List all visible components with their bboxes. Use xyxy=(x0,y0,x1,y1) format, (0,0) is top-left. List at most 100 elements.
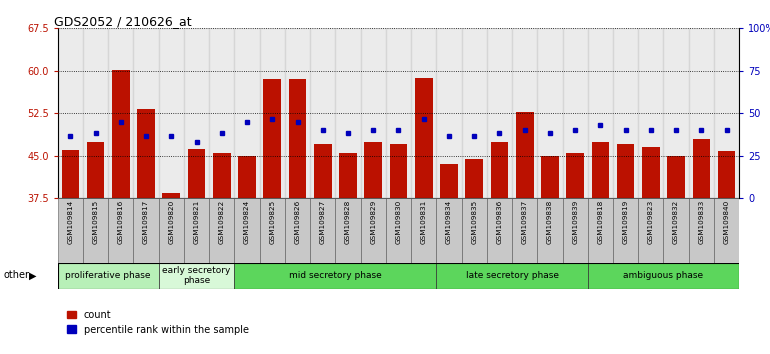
Text: GSM109824: GSM109824 xyxy=(244,200,250,245)
Bar xyxy=(83,28,109,198)
Text: GSM109823: GSM109823 xyxy=(648,200,654,245)
Text: GSM109821: GSM109821 xyxy=(193,200,199,245)
Bar xyxy=(588,198,613,264)
Text: early secretory
phase: early secretory phase xyxy=(162,266,231,285)
Text: GSM109820: GSM109820 xyxy=(169,200,174,245)
Bar xyxy=(109,28,133,198)
Text: GSM109819: GSM109819 xyxy=(623,200,628,245)
Bar xyxy=(360,198,386,264)
Text: GSM109831: GSM109831 xyxy=(420,200,427,245)
Bar xyxy=(184,198,209,264)
Bar xyxy=(83,198,109,264)
Bar xyxy=(263,79,281,198)
Bar xyxy=(537,28,563,198)
Bar xyxy=(692,139,710,198)
Bar xyxy=(109,198,133,264)
Bar xyxy=(411,28,437,198)
Bar xyxy=(310,28,336,198)
Bar xyxy=(289,79,306,198)
Bar xyxy=(512,28,537,198)
Bar xyxy=(516,112,534,198)
Bar xyxy=(58,28,83,198)
Bar xyxy=(415,78,433,198)
Bar xyxy=(159,198,184,264)
Bar xyxy=(58,198,83,264)
Bar xyxy=(512,198,537,264)
Bar xyxy=(58,263,159,289)
Bar xyxy=(437,198,461,264)
Bar xyxy=(613,198,638,264)
Text: GSM109826: GSM109826 xyxy=(294,200,300,245)
Bar xyxy=(87,142,105,198)
Bar xyxy=(664,198,688,264)
Text: proliferative phase: proliferative phase xyxy=(65,271,151,280)
Bar xyxy=(310,198,336,264)
Bar xyxy=(591,142,609,198)
Bar xyxy=(638,198,664,264)
Bar xyxy=(234,28,259,198)
Bar xyxy=(133,198,159,264)
Bar xyxy=(487,198,512,264)
Bar xyxy=(209,28,234,198)
Text: GDS2052 / 210626_at: GDS2052 / 210626_at xyxy=(55,15,192,28)
Bar xyxy=(617,144,634,198)
Bar xyxy=(259,28,285,198)
Text: GSM109816: GSM109816 xyxy=(118,200,124,245)
Bar xyxy=(234,198,259,264)
Text: GSM109837: GSM109837 xyxy=(521,200,527,245)
Bar xyxy=(285,198,310,264)
Text: GSM109840: GSM109840 xyxy=(724,200,730,245)
Bar xyxy=(360,28,386,198)
Bar xyxy=(714,28,739,198)
Text: GSM109818: GSM109818 xyxy=(598,200,604,245)
Text: GSM109815: GSM109815 xyxy=(92,200,99,245)
Bar xyxy=(437,263,588,289)
Bar xyxy=(162,193,180,198)
Text: mid secretory phase: mid secretory phase xyxy=(289,271,382,280)
Bar xyxy=(714,198,739,264)
Bar xyxy=(159,28,184,198)
Text: GSM109828: GSM109828 xyxy=(345,200,351,245)
Bar xyxy=(314,144,332,198)
Bar xyxy=(461,198,487,264)
Bar xyxy=(461,28,487,198)
Text: GSM109836: GSM109836 xyxy=(497,200,503,245)
Text: GSM109830: GSM109830 xyxy=(396,200,401,245)
Bar xyxy=(688,28,714,198)
Legend: count, percentile rank within the sample: count, percentile rank within the sample xyxy=(62,306,253,338)
Bar xyxy=(238,156,256,198)
Text: GSM109822: GSM109822 xyxy=(219,200,225,245)
Bar xyxy=(234,263,437,289)
Text: GSM109833: GSM109833 xyxy=(698,200,705,245)
Bar xyxy=(336,198,360,264)
Bar xyxy=(718,151,735,198)
Text: GSM109839: GSM109839 xyxy=(572,200,578,245)
Bar xyxy=(339,153,357,198)
Bar xyxy=(386,198,411,264)
Text: ambiguous phase: ambiguous phase xyxy=(624,271,704,280)
Bar xyxy=(62,150,79,198)
Bar xyxy=(386,28,411,198)
Bar xyxy=(537,198,563,264)
Bar xyxy=(188,149,206,198)
Bar xyxy=(133,28,159,198)
Bar xyxy=(112,70,129,198)
Text: GSM109817: GSM109817 xyxy=(143,200,149,245)
Bar xyxy=(184,28,209,198)
Bar xyxy=(664,28,688,198)
Bar xyxy=(638,28,664,198)
Bar xyxy=(213,153,231,198)
Bar xyxy=(209,198,234,264)
Text: ▶: ▶ xyxy=(29,270,37,280)
Bar xyxy=(159,263,234,289)
Bar xyxy=(566,153,584,198)
Bar xyxy=(487,28,512,198)
Bar xyxy=(588,28,613,198)
Bar xyxy=(613,28,638,198)
Bar xyxy=(336,28,360,198)
Bar xyxy=(411,198,437,264)
Bar xyxy=(541,156,559,198)
Bar xyxy=(437,28,461,198)
Bar xyxy=(440,164,458,198)
Text: GSM109827: GSM109827 xyxy=(320,200,326,245)
